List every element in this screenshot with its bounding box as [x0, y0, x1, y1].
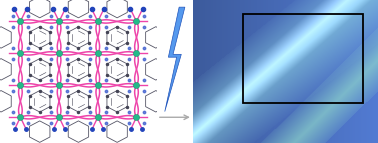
- Bar: [243, 14, 363, 103]
- Polygon shape: [165, 7, 185, 112]
